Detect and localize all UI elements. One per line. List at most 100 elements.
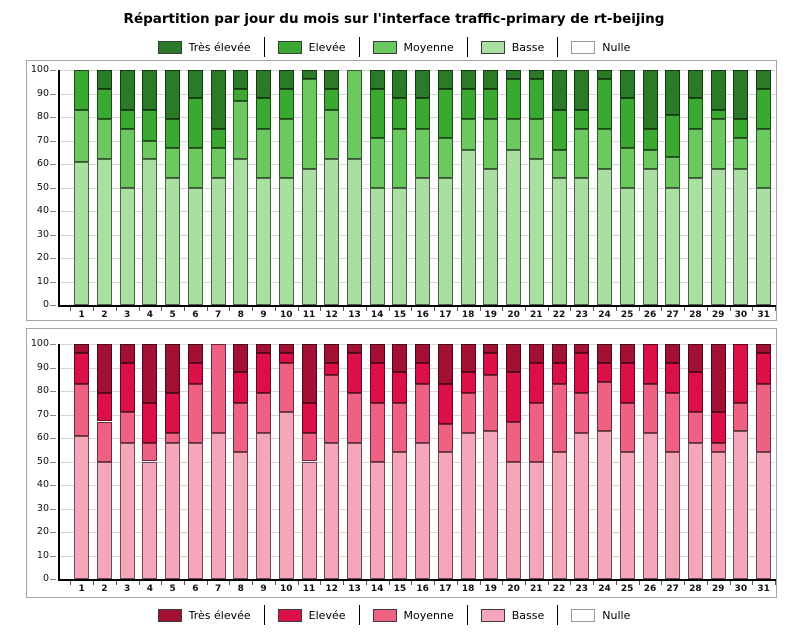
y-axis-label-10: 10 (36, 275, 49, 287)
bar-day-24-elevee (597, 362, 612, 382)
bar-day-2-moyenne (96, 421, 112, 462)
bar-day-5-tres_elevee (165, 70, 181, 120)
legend-label: Basse (511, 608, 545, 622)
x-tick (502, 580, 504, 585)
y-tick-30 (50, 234, 56, 236)
y-tick-0 (50, 579, 56, 580)
bar-day-6-basse (187, 442, 203, 579)
y-axis-label-10: 10 (36, 549, 49, 561)
legend-swatch-icon (571, 608, 596, 622)
bar-day-10-moyenne (278, 362, 294, 413)
bar-day-12-elevee (324, 362, 340, 375)
x-axis-label-28: 28 (689, 584, 702, 594)
bar-day-22-basse (551, 178, 567, 305)
bar-day-27-moyenne (665, 393, 681, 453)
bar-day-23-moyenne (574, 393, 590, 434)
legend-label: Nulle (602, 40, 631, 54)
x-axis-label-17: 17 (439, 310, 452, 320)
x-axis-label-21: 21 (530, 584, 543, 594)
x-tick (252, 580, 254, 585)
bar-day-19-elevee (483, 88, 499, 120)
bar-day-24-basse (597, 431, 612, 580)
x-tick (775, 306, 776, 311)
x-axis-label-20: 20 (507, 310, 520, 320)
bar-day-2-basse (96, 159, 112, 305)
bar-day-20-moyenne (506, 119, 522, 150)
x-axis-label-29: 29 (711, 310, 725, 320)
bar-day-21-basse (528, 159, 544, 305)
legend-label: Elevée (308, 608, 346, 622)
x-axis-label-5: 5 (169, 310, 176, 320)
x-tick (684, 580, 685, 585)
bar-day-25-moyenne (619, 147, 635, 188)
legend-label: Très élevée (188, 40, 251, 54)
x-axis-label-28: 28 (689, 310, 702, 320)
bar-day-4-tres_elevee (142, 70, 158, 110)
y-tick-20 (50, 532, 56, 533)
bar-day-31-elevee (756, 353, 772, 384)
y-tick-80 (50, 391, 56, 392)
y-tick-30 (50, 508, 56, 510)
bar-day-17-basse (437, 452, 453, 579)
x-tick (524, 306, 526, 311)
x-axis-label-26: 26 (643, 310, 657, 320)
x-tick (706, 580, 708, 585)
legend-swatch-icon (277, 608, 302, 622)
legend-item-3: Basse (480, 608, 545, 622)
x-axis-label-22: 22 (552, 584, 566, 594)
x-tick (752, 306, 754, 311)
bar-day-25-moyenne (619, 402, 635, 453)
x-axis-label-15: 15 (393, 584, 407, 594)
bar-day-21-elevee (528, 362, 544, 403)
bar-day-8-tres_elevee (233, 344, 249, 373)
legend-separator (466, 605, 468, 625)
bar-day-24-moyenne (597, 128, 612, 169)
x-tick (411, 306, 413, 311)
bar-day-19-tres_elevee (483, 344, 499, 354)
legend-swatch-icon (480, 608, 505, 622)
x-axis-label-26: 26 (643, 584, 657, 594)
bar-day-25-basse (619, 452, 635, 579)
bar-day-16-elevee (415, 362, 431, 384)
y-tick-0 (50, 305, 56, 306)
bar-day-25-tres_elevee (619, 70, 635, 99)
x-axis-label-8: 8 (237, 584, 244, 594)
bar-day-17-tres_elevee (437, 344, 453, 384)
bar-day-5-basse (165, 442, 181, 579)
bar-day-19-elevee (483, 353, 499, 375)
bar-day-12-elevee (324, 88, 340, 110)
bar-day-28-elevee (687, 372, 703, 413)
bar-day-20-tres_elevee (506, 70, 522, 80)
bar-day-11-moyenne (301, 79, 317, 169)
chart-title: Répartition par jour du mois sur l'inter… (123, 11, 665, 27)
legend-item-1: Elevée (277, 40, 346, 54)
bar-day-9-tres_elevee (256, 344, 271, 354)
x-tick (365, 580, 367, 585)
bar-day-6-elevee (187, 362, 203, 384)
x-tick (70, 306, 72, 311)
bar-day-20-elevee (506, 79, 522, 120)
bar-day-28-basse (687, 442, 703, 579)
y-axis-label-70: 70 (36, 408, 49, 420)
bar-day-17-moyenne (437, 423, 453, 453)
bar-day-15-basse (392, 452, 408, 579)
bar-day-11-moyenne (301, 433, 317, 462)
bar-day-27-basse (665, 187, 681, 305)
x-axis-label-6: 6 (192, 584, 199, 594)
legend-swatch-icon (372, 40, 397, 54)
x-axis-label-9: 9 (260, 584, 267, 594)
bar-day-26-elevee (642, 344, 658, 384)
x-tick (593, 580, 595, 585)
bar-day-31-tres_elevee (756, 70, 772, 89)
legend-item-3: Basse (480, 40, 544, 54)
bar-day-15-basse (392, 187, 408, 305)
bar-day-20-basse (506, 149, 522, 305)
x-axis-label-17: 17 (439, 584, 452, 594)
x-axis-label-3: 3 (124, 310, 131, 320)
x-axis-label-16: 16 (416, 310, 429, 320)
legend-separator (466, 37, 468, 57)
y-axis-label-60: 60 (36, 432, 49, 443)
x-tick (93, 306, 95, 311)
x-axis-label-2: 2 (101, 310, 108, 320)
y-axis-label-80: 80 (36, 385, 49, 396)
